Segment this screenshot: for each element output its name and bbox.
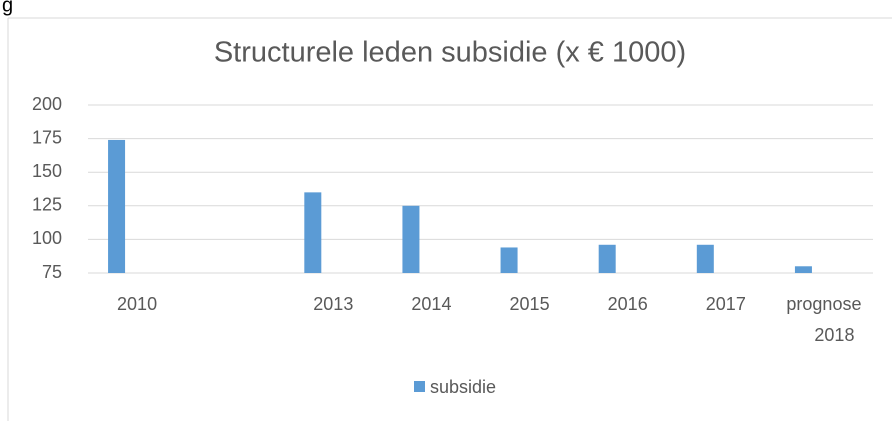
y-tick-label: 175: [32, 127, 62, 147]
x-tick-label: 2013: [313, 294, 353, 314]
y-tick-label: 125: [32, 195, 62, 215]
x-tick-label: prognose 2018: [786, 294, 861, 345]
y-tick-label: 75: [42, 262, 62, 282]
bar: [696, 244, 714, 273]
x-tick-label: 2016: [608, 294, 648, 314]
bar: [794, 266, 812, 273]
bar: [108, 139, 126, 273]
y-tick-label: 200: [32, 94, 62, 114]
x-tick-label: 2015: [510, 294, 550, 314]
x-tick-label: 2014: [411, 294, 451, 314]
y-tick-label: 150: [32, 161, 62, 181]
legend-swatch: [414, 381, 425, 392]
y-tick-label: 100: [32, 228, 62, 248]
bar: [402, 205, 420, 273]
bar: [598, 244, 616, 273]
chart-title: Structurele leden subsidie (x € 1000): [214, 37, 686, 69]
x-tick-label: 2010: [117, 294, 157, 314]
page-fragment: g: [2, 0, 13, 16]
legend-label: subsidie: [430, 377, 496, 397]
x-tick-label: 2017: [706, 294, 746, 314]
bar: [500, 247, 518, 273]
bar: [304, 192, 322, 273]
